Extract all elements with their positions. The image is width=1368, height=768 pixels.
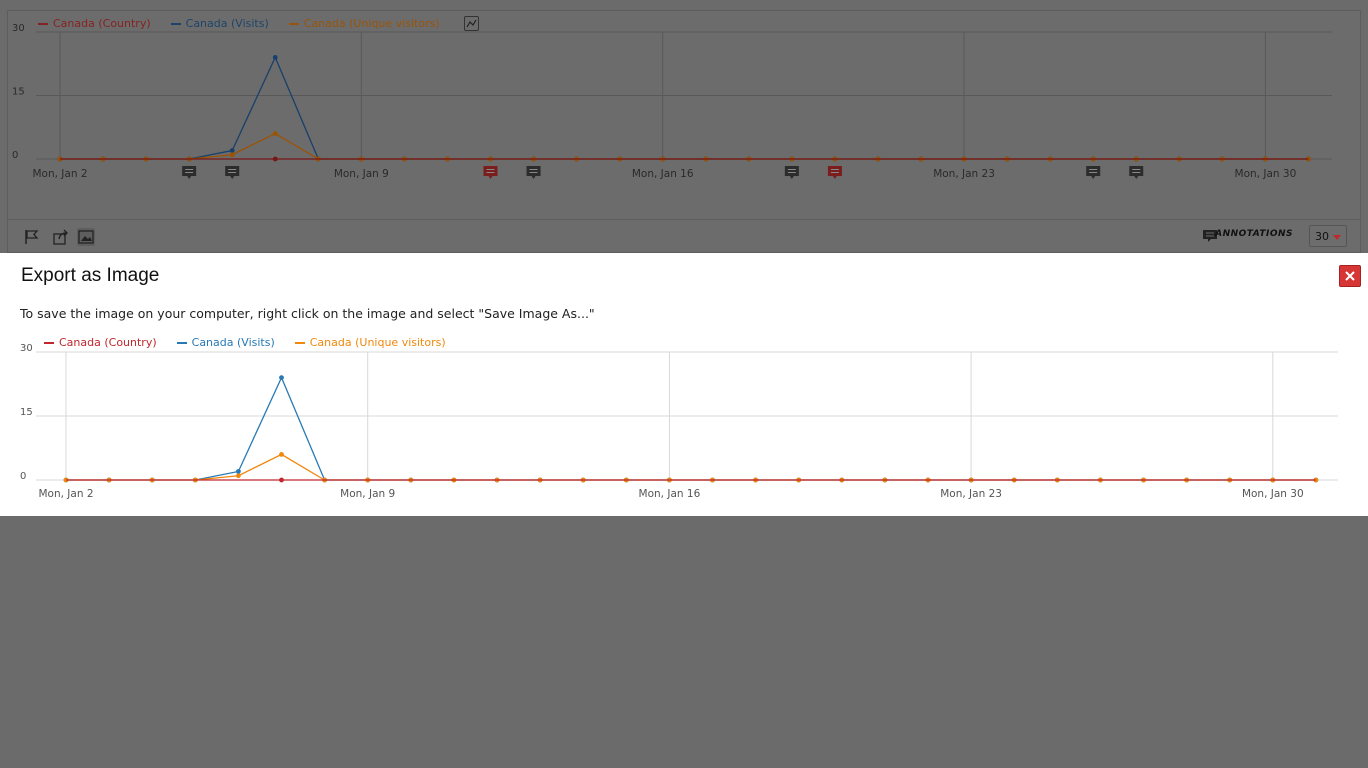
legend-item-country: Canada (Country) xyxy=(44,336,157,349)
series-line xyxy=(60,55,1309,160)
legend-swatch xyxy=(176,341,187,344)
x-tick-label: Mon, Jan 9 xyxy=(334,168,389,180)
y-tick-label: 0 xyxy=(20,471,26,482)
legend-item-unique-visitors[interactable]: Canada (Unique visitors) xyxy=(288,17,440,30)
period-select[interactable]: 30 xyxy=(1309,225,1347,247)
x-tick-label: Mon, Jan 9 xyxy=(340,488,395,500)
annotation-marker-icon xyxy=(1086,166,1101,179)
y-tick-label: 0 xyxy=(12,150,18,161)
legend-item-unique-visitors: Canada (Unique visitors) xyxy=(294,336,446,349)
data-point xyxy=(229,152,235,158)
legend-item-visits[interactable]: Canada (Visits) xyxy=(170,17,269,30)
x-tick-label: Mon, Jan 2 xyxy=(32,168,87,180)
flag-icon[interactable] xyxy=(23,228,41,246)
legend-label: Canada (Visits) xyxy=(185,17,269,30)
legend-item-visits: Canada (Visits) xyxy=(176,336,275,349)
data-point xyxy=(272,131,278,137)
evolution-graph-widget: Canada (Country) Canada (Visits) Canada … xyxy=(7,10,1361,253)
legend-swatch xyxy=(294,341,305,344)
dialog-title: Export as Image xyxy=(21,265,160,286)
y-tick-label: 15 xyxy=(12,87,25,98)
series-line xyxy=(66,453,1316,481)
legend-swatch xyxy=(38,22,48,25)
widget-footer xyxy=(7,219,1361,254)
legend-swatch xyxy=(170,22,181,25)
legend-item-country[interactable]: Canada (Country) xyxy=(38,17,151,30)
annotation-marker-icon xyxy=(483,166,498,179)
data-point xyxy=(279,452,284,457)
x-tick-label: Mon, Jan 23 xyxy=(933,168,995,180)
dialog-instructions: To save the image on your computer, righ… xyxy=(20,306,595,321)
series-picker-icon[interactable] xyxy=(463,16,479,31)
legend-swatch xyxy=(44,341,54,344)
background-line-chart: 0 15 30 Mon, Jan 2 Mon, Jan 9 Mon, Jan 16 Mon,… xyxy=(12,23,1332,180)
annotations-icon[interactable] xyxy=(1202,228,1218,248)
close-icon xyxy=(1345,271,1355,281)
series-line xyxy=(66,375,1316,481)
export-chart-legend: Canada (Country) Canada (Visits) Canada … xyxy=(44,336,466,349)
annotation-marker-icon xyxy=(784,166,799,179)
chevron-down-icon xyxy=(1333,235,1341,240)
legend-label: Canada (Unique visitors) xyxy=(303,17,440,30)
annotation-marker-icon xyxy=(182,166,197,179)
share-icon[interactable] xyxy=(52,228,70,246)
data-point xyxy=(279,477,284,483)
export-line-chart[interactable]: 0 15 30 Mon, Jan 2 Mon, Jan 9 Mon, Jan 16 Mon,… xyxy=(0,253,1368,516)
legend-label: Canada (Visits) xyxy=(191,336,275,349)
legend-label: Canada (Unique visitors) xyxy=(309,336,446,349)
x-tick-label: Mon, Jan 16 xyxy=(639,488,701,500)
annotation-marker-icon xyxy=(1129,166,1144,179)
data-point xyxy=(236,469,241,474)
data-point xyxy=(272,156,278,162)
x-tick-label: Mon, Jan 16 xyxy=(632,168,694,180)
series-line xyxy=(60,132,1309,160)
data-point xyxy=(279,375,284,380)
data-point xyxy=(229,148,235,153)
close-button[interactable] xyxy=(1339,265,1361,287)
graph-legend: Canada (Country) Canada (Visits) Canada … xyxy=(38,16,479,31)
x-tick-label: Mon, Jan 30 xyxy=(1242,488,1304,500)
annotation-marker-icon xyxy=(526,166,541,179)
legend-swatch xyxy=(288,22,299,25)
legend-label: Canada (Country) xyxy=(53,17,151,30)
x-tick-label: Mon, Jan 2 xyxy=(38,488,93,500)
y-tick-label: 15 xyxy=(20,407,33,418)
y-tick-label: 30 xyxy=(12,23,25,34)
data-point xyxy=(236,473,241,479)
data-point xyxy=(272,55,278,60)
legend-label: Canada (Country) xyxy=(59,336,157,349)
export-image-dialog: Export as Image To save the image on you… xyxy=(0,253,1368,516)
period-select-value: 30 xyxy=(1315,230,1329,243)
annotations-label[interactable]: ANNOTATIONS xyxy=(1215,229,1293,239)
x-tick-label: Mon, Jan 30 xyxy=(1235,168,1297,180)
y-tick-label: 30 xyxy=(20,343,33,354)
annotation-marker-icon xyxy=(827,166,842,179)
x-tick-label: Mon, Jan 23 xyxy=(940,488,1002,500)
annotation-marker-icon xyxy=(225,166,240,179)
image-icon[interactable] xyxy=(77,228,95,246)
